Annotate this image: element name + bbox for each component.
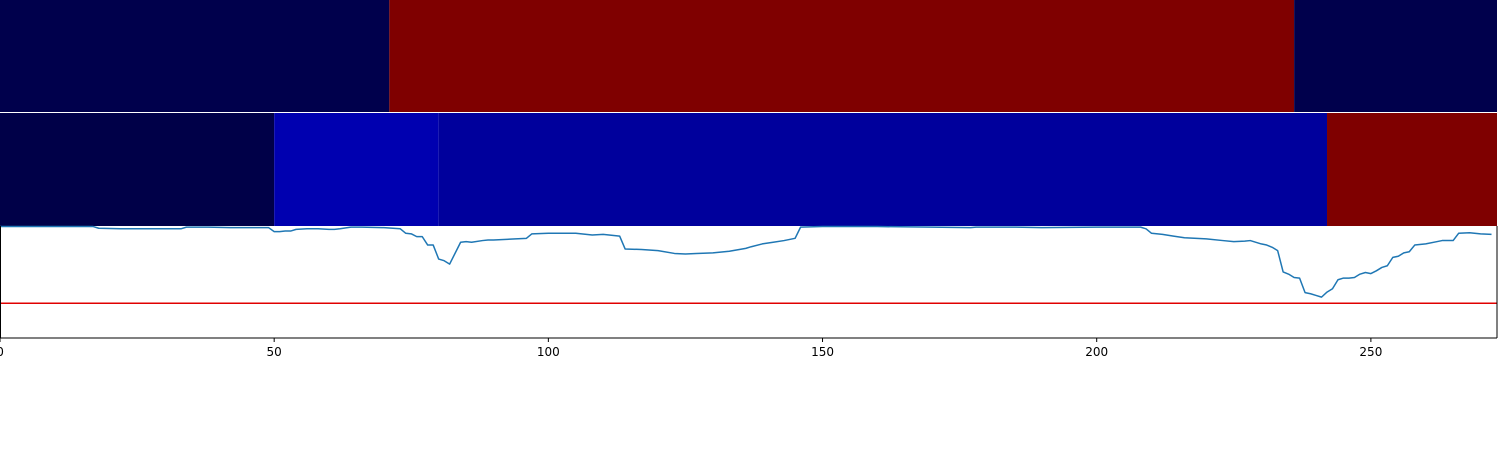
heatmap-segment-0: [0, 0, 390, 112]
x-tick-label-0: 0: [0, 345, 4, 359]
line-panel: [0, 225, 1498, 339]
x-tick-label-250: 250: [1359, 345, 1382, 359]
x-tick-label-50: 50: [267, 345, 282, 359]
x-tick-label-200: 200: [1085, 345, 1108, 359]
heatmap-segment-2: [438, 113, 1328, 226]
heatmap-segment-0: [0, 113, 275, 226]
heatmap-segment-1: [274, 113, 439, 226]
heatmap-panel-middle: [0, 113, 1497, 226]
x-axis: 0 50 100 150 200 250: [0, 338, 1382, 359]
heatmap-segment-1: [389, 0, 1295, 112]
x-tick-label-100: 100: [537, 345, 560, 359]
series-line: [0, 225, 1492, 298]
x-tick-label-150: 150: [811, 345, 834, 359]
heatmap-segment-2: [1294, 0, 1497, 112]
heatmap-panel-top: [0, 0, 1497, 112]
heatmap-segment-3: [1327, 113, 1497, 226]
